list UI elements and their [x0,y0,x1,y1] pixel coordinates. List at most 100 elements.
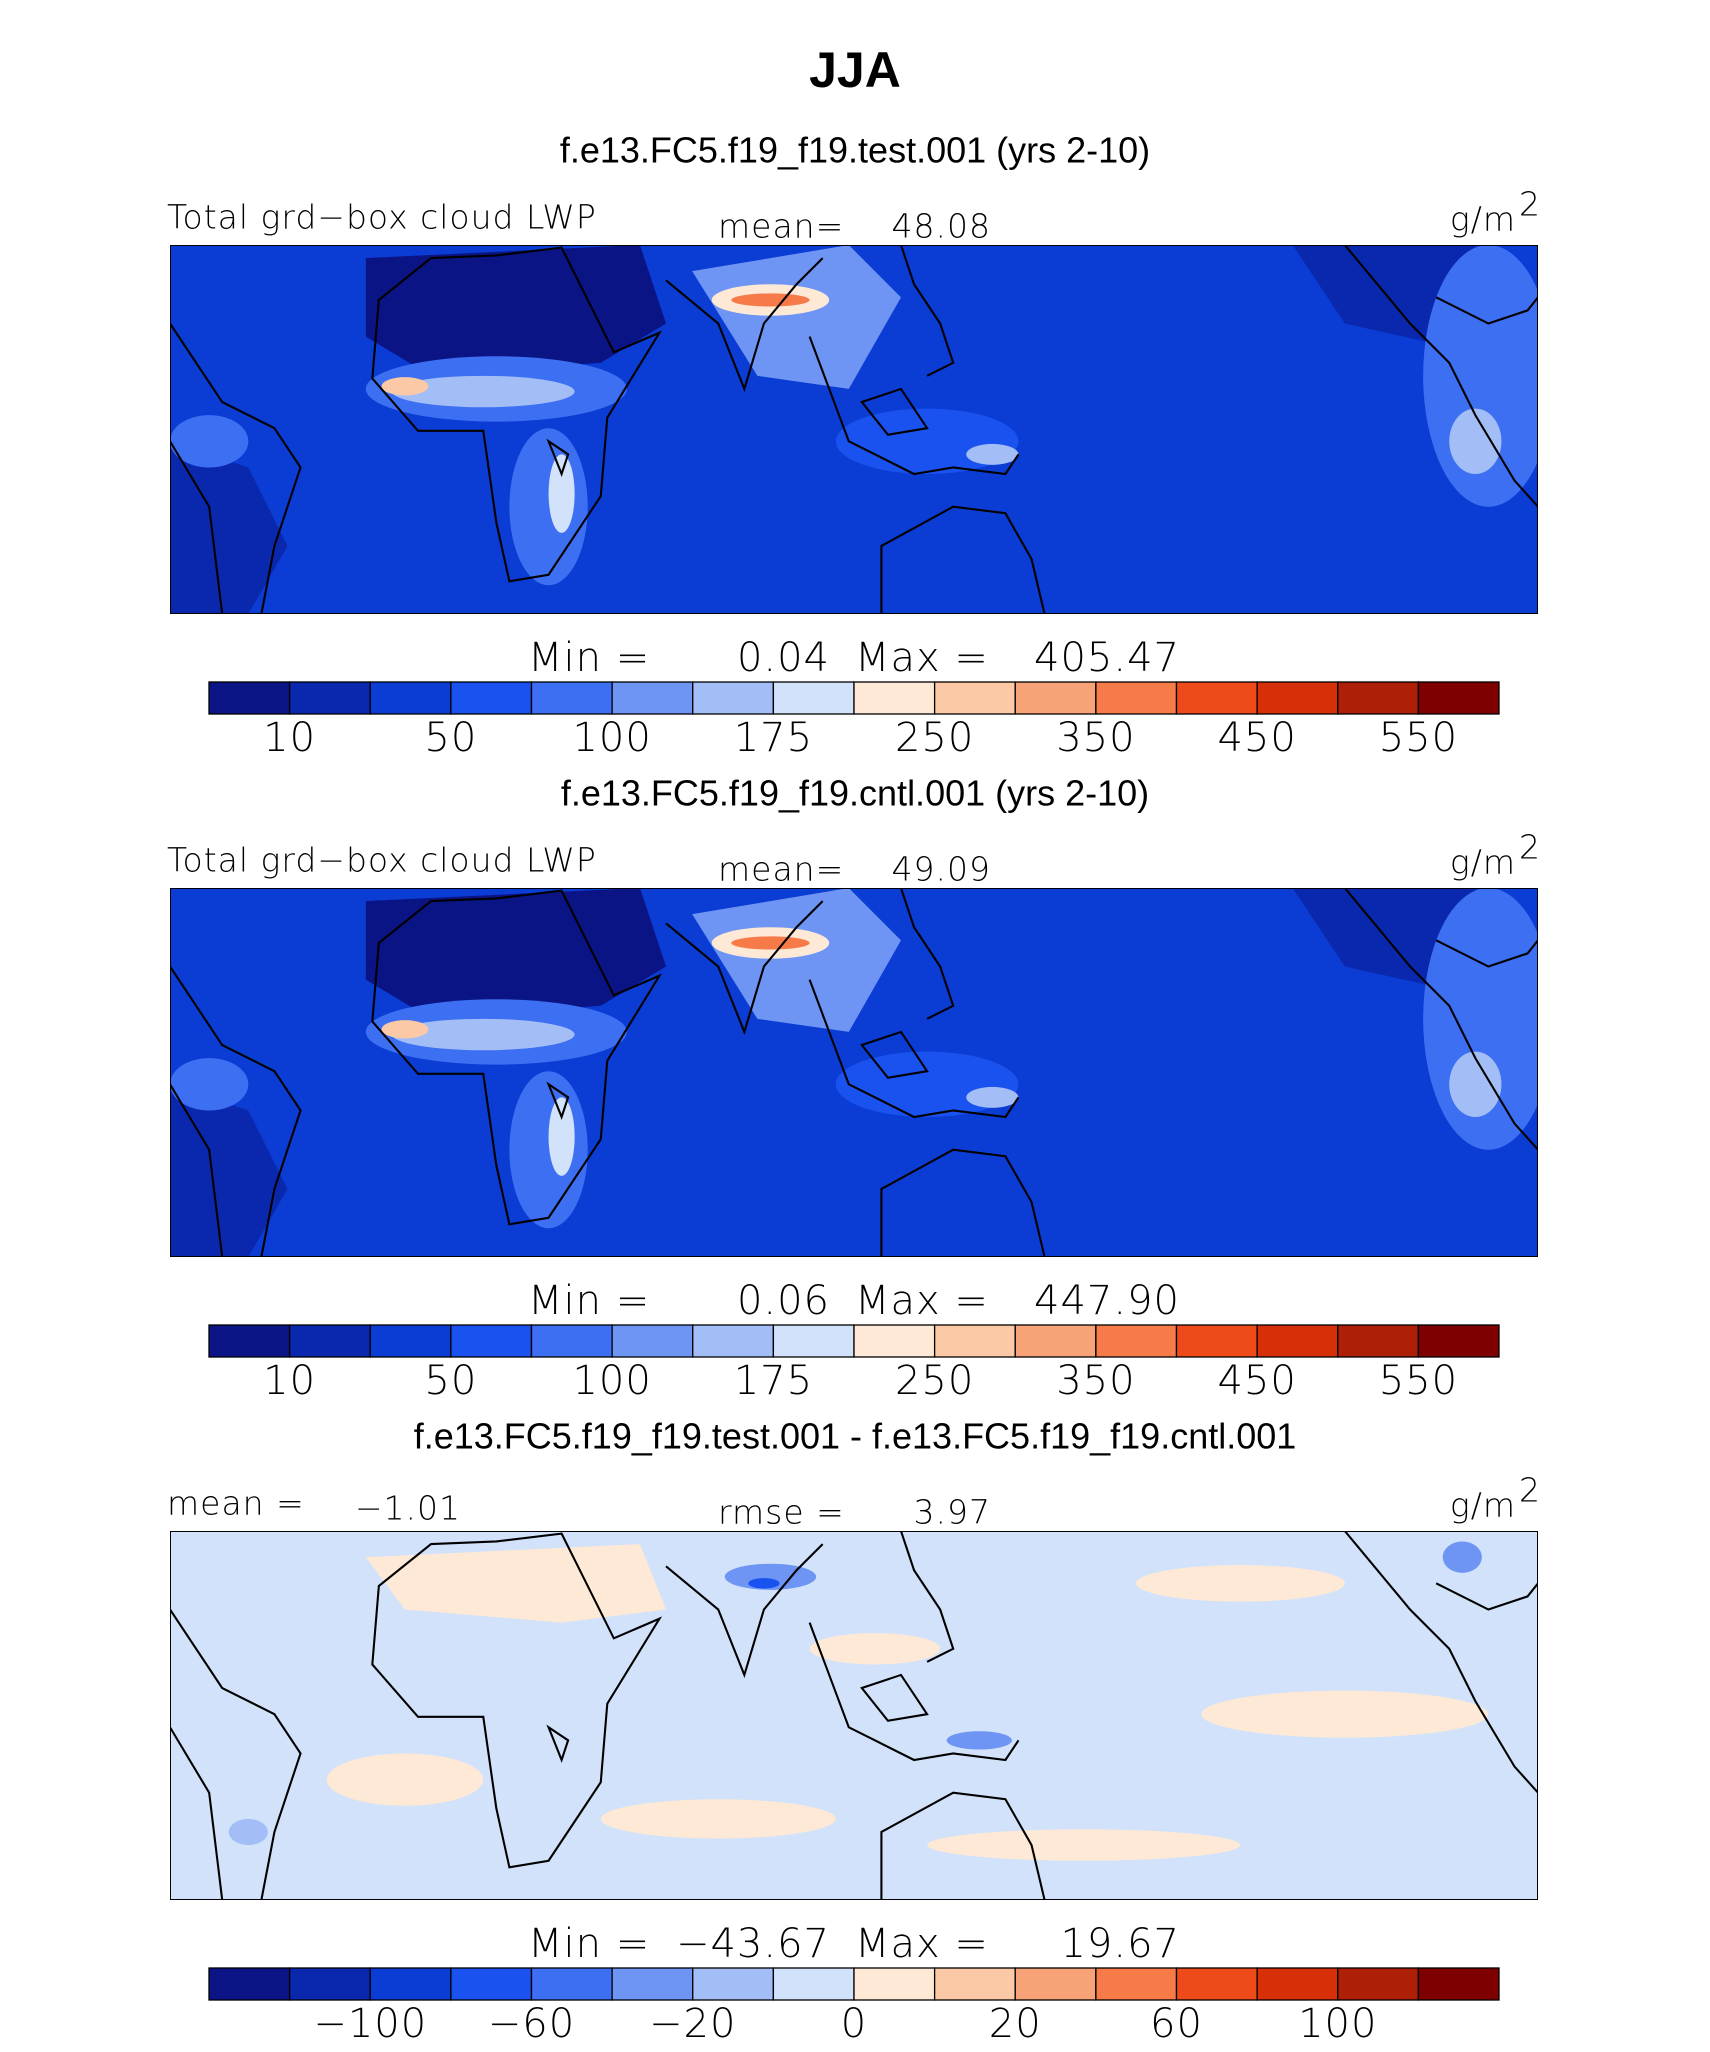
colorbar-box [1014,681,1097,715]
center-value: 49.09 [892,850,991,889]
units-exponent: 2 [1519,185,1541,224]
colorbar-box [1014,1967,1097,2001]
colorbar-label: 250 [895,1358,974,1404]
max-value: 447.90 [1034,1278,1180,1324]
left-label: Total grd−box cloud LWP [167,198,597,237]
colorbar-box [611,681,694,715]
min-label: Min = [528,1278,650,1324]
colorbar-label: 350 [1056,715,1135,761]
left-label: mean = [167,1484,305,1523]
colorbar-box [208,1967,291,2001]
figure-title: JJA [809,42,901,98]
colorbar-label: 20 [989,2001,1042,2047]
colorbar-label: 550 [1379,1358,1458,1404]
colorbar-label: 350 [1056,1358,1135,1404]
colorbar-box [369,1967,452,2001]
colorbar-label: 175 [734,715,813,761]
colorbar-label: 100 [1298,2001,1377,2047]
colorbar-box [772,1324,855,1358]
units-exponent: 2 [1519,828,1541,867]
colorbar-label: 10 [263,715,316,761]
min-value: 0.06 [737,1278,830,1324]
colorbar-box [1256,681,1339,715]
colorbar-box [1014,1324,1097,1358]
min-label: Min = [528,1921,650,1967]
subtitle: f.e13.FC5.f19_f19.test.001 - f.e13.FC5.f… [414,1416,1297,1457]
units: g/m [1450,200,1516,239]
colorbar-label: 250 [895,715,974,761]
colorbar-label: 100 [572,715,651,761]
colorbar-box [369,681,452,715]
colorbar-label: 450 [1217,715,1296,761]
units-exponent: 2 [1519,1471,1541,1510]
colorbar-box [772,1967,855,2001]
colorbar-box [530,681,613,715]
colorbar-box [530,1967,613,2001]
colorbar-label: 450 [1217,1358,1296,1404]
max-value: 405.47 [1034,635,1180,681]
colorbar-label: 50 [424,1358,477,1404]
colorbar-box [1175,1324,1258,1358]
colorbar-box [853,1967,936,2001]
left-label: Total grd−box cloud LWP [167,841,597,880]
max-value: 19.67 [1060,1921,1180,1967]
colorbar-box [1337,681,1420,715]
colorbar-label: 50 [424,715,477,761]
colorbar-box [692,1324,775,1358]
max-label: Max = [855,1921,989,1967]
colorbar-label: 10 [263,1358,316,1404]
colorbar-box [1337,1324,1420,1358]
colorbar-box [853,681,936,715]
left-value: −1.01 [355,1489,461,1528]
colorbar-box [1417,1967,1500,2001]
center-value: 48.08 [892,207,991,246]
colorbar-box [933,1967,1016,2001]
colorbar-box [611,1967,694,2001]
colorbar-box [208,1324,291,1358]
map [170,888,1538,1257]
colorbar-box [1095,1324,1178,1358]
colorbar-box [450,1967,533,2001]
colorbar-label: 100 [572,1358,651,1404]
colorbar-box [933,1324,1016,1358]
colorbar-box [1095,681,1178,715]
colorbar-box [288,1967,371,2001]
colorbar-box [288,1324,371,1358]
colorbar-box [450,681,533,715]
colorbar-label: −20 [649,2001,736,2047]
map [170,1531,1538,1900]
colorbar-box [933,681,1016,715]
min-value: 0.04 [737,635,830,681]
subtitle: f.e13.FC5.f19_f19.cntl.001 (yrs 2-10) [561,773,1149,814]
colorbar-label: −60 [488,2001,575,2047]
colorbar-label: 0 [841,2001,867,2047]
colorbar-box [1337,1967,1420,2001]
subtitle: f.e13.FC5.f19_f19.test.001 (yrs 2-10) [560,130,1150,171]
colorbar-label: 550 [1379,715,1458,761]
units: g/m [1450,1486,1516,1525]
colorbar-box [450,1324,533,1358]
colorbar-box [208,681,291,715]
center-value: 3.97 [914,1493,991,1532]
colorbar-label: 175 [734,1358,813,1404]
colorbar-box [853,1324,936,1358]
center-label: mean= [718,850,844,889]
colorbar-box [1095,1967,1178,2001]
colorbar-label: −100 [313,2001,427,2047]
max-label: Max = [855,635,989,681]
min-label: Min = [528,635,650,681]
colorbar-box [1417,1324,1500,1358]
max-label: Max = [855,1278,989,1324]
units: g/m [1450,843,1516,882]
colorbar-box [611,1324,694,1358]
map [170,245,1538,614]
colorbar-box [1256,1967,1339,2001]
colorbar-box [772,681,855,715]
colorbar-box [369,1324,452,1358]
center-label: mean= [718,207,844,246]
colorbar-box [1417,681,1500,715]
colorbar-box [288,681,371,715]
colorbar-label: 60 [1150,2001,1203,2047]
colorbar-box [692,681,775,715]
